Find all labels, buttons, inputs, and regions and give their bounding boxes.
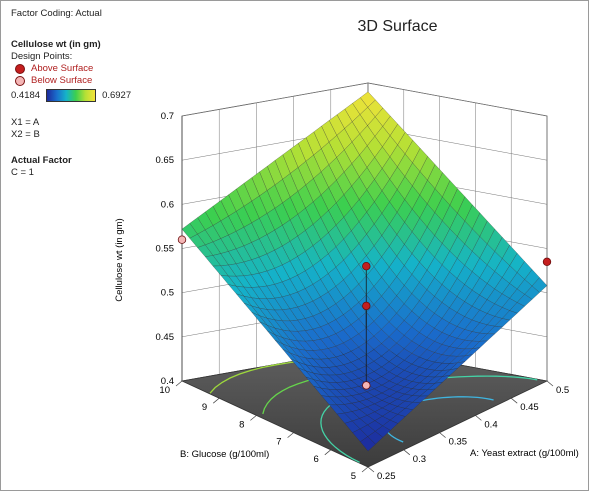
actual-factor-value: C = 1 (11, 167, 34, 178)
y-tick-label: 10 (159, 385, 170, 396)
factor-coding-label: Factor Coding: Actual (11, 8, 102, 19)
color-scale-max: 0.6927 (102, 89, 132, 101)
x-tick-label: 0.3 (413, 454, 426, 465)
design-point (362, 381, 371, 390)
above-surface-label: Above Surface (31, 63, 94, 74)
z-tick-label: 0.55 (156, 244, 175, 255)
chart-title: 3D Surface (357, 18, 438, 35)
legend-panel: Factor Coding: Actual Cellulose wt (in g… (11, 8, 131, 179)
x-tick-label: 0.5 (556, 385, 569, 396)
x-tick (475, 415, 482, 421)
design-point (362, 262, 371, 271)
z-tick-label: 0.65 (156, 155, 175, 166)
above-surface-marker (15, 64, 25, 74)
design-point (177, 235, 187, 244)
z-tick-label: 0.6 (161, 199, 174, 210)
x-tick-label: 0.45 (520, 402, 539, 413)
design-points-label: Design Points: (11, 51, 73, 62)
z-tick-label: 0.5 (161, 288, 174, 299)
design-point (542, 257, 552, 266)
y-tick-label: 7 (276, 437, 281, 448)
x-tick-label: 0.4 (484, 419, 497, 430)
design-points (177, 235, 552, 390)
x-tick-label: 0.25 (377, 471, 396, 482)
x1-definition: X1 = A (11, 117, 40, 128)
z-tick-label: 0.45 (156, 332, 175, 343)
y-axis-label: B: Glucose (g/100ml) (180, 449, 269, 460)
actual-factor-heading: Actual Factor (11, 155, 72, 166)
x-tick-label: 0.35 (449, 437, 468, 448)
below-surface-label: Below Surface (31, 75, 93, 86)
z-tick-label: 0.4 (161, 376, 174, 387)
above-surface-legend: Above Surface (11, 63, 131, 75)
x-tick (439, 432, 446, 438)
below-surface-marker (15, 76, 25, 86)
y-tick (212, 397, 220, 404)
y-tick (361, 466, 369, 473)
axes: 0.250.30.350.40.450.556789100.40.450.50.… (156, 111, 570, 482)
response-name: Cellulose wt (in gm) (11, 39, 101, 50)
x-tick (510, 397, 518, 404)
y-tick-label: 8 (239, 419, 244, 430)
y-tick (250, 415, 257, 421)
color-scale-min: 0.4184 (11, 89, 41, 101)
x-axis-label: A: Yeast extract (g/100ml) (470, 448, 579, 459)
y-tick-label: 6 (314, 454, 319, 465)
color-scale: 0.4184 0.6927 (11, 89, 131, 102)
surface-cell (360, 436, 376, 452)
below-surface-legend: Below Surface (11, 75, 131, 87)
x-tick (367, 466, 375, 473)
x-tick (546, 380, 554, 387)
y-tick (175, 380, 183, 387)
y-tick (287, 432, 294, 438)
x-tick (403, 449, 411, 456)
y-tick-label: 5 (351, 471, 356, 482)
response-surface (181, 91, 548, 452)
x2-definition: X2 = B (11, 129, 40, 140)
y-tick-label: 9 (202, 402, 207, 413)
y-tick (324, 449, 332, 456)
z-axis-label: Cellulose wt (in gm) (114, 218, 125, 301)
z-tick-label: 0.7 (161, 111, 174, 122)
design-point (362, 301, 371, 311)
color-gradient-bar (46, 89, 97, 102)
